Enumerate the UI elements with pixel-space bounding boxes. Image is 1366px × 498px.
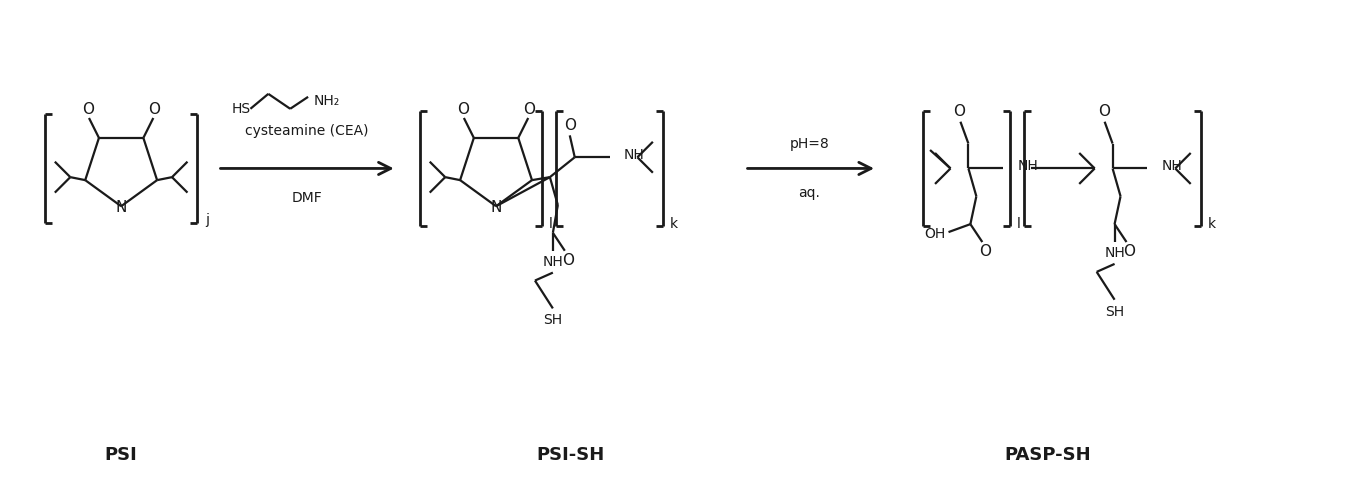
Text: j: j (205, 213, 209, 227)
Text: O: O (149, 102, 160, 117)
Text: NH: NH (1161, 159, 1182, 173)
Text: k: k (1208, 217, 1216, 231)
Text: O: O (561, 253, 574, 268)
Text: SH: SH (1105, 305, 1124, 319)
Text: O: O (1123, 245, 1135, 259)
Text: O: O (456, 102, 469, 117)
Text: aq.: aq. (798, 186, 820, 200)
Text: PASP-SH: PASP-SH (1004, 446, 1091, 464)
Text: N: N (116, 200, 127, 215)
Text: NH: NH (1018, 159, 1038, 173)
Text: PSI-SH: PSI-SH (537, 446, 605, 464)
Text: DMF: DMF (292, 191, 322, 205)
Text: l: l (549, 217, 553, 231)
Text: O: O (564, 118, 576, 133)
Text: NH: NH (1104, 246, 1126, 260)
Text: NH: NH (623, 148, 645, 162)
Text: PSI: PSI (105, 446, 138, 464)
Text: O: O (82, 102, 94, 117)
Text: O: O (979, 245, 992, 259)
Text: O: O (953, 104, 966, 119)
Text: l: l (1018, 217, 1020, 231)
Text: SH: SH (544, 313, 563, 327)
Text: OH: OH (923, 227, 945, 241)
Text: NH: NH (542, 254, 563, 269)
Text: pH=8: pH=8 (790, 136, 829, 150)
Text: O: O (1098, 104, 1109, 119)
Text: O: O (523, 102, 535, 117)
Text: k: k (669, 217, 678, 231)
Text: N: N (490, 200, 501, 215)
Text: HS: HS (231, 102, 250, 116)
Text: NH₂: NH₂ (314, 94, 340, 108)
Text: cysteamine (CEA): cysteamine (CEA) (246, 124, 369, 137)
